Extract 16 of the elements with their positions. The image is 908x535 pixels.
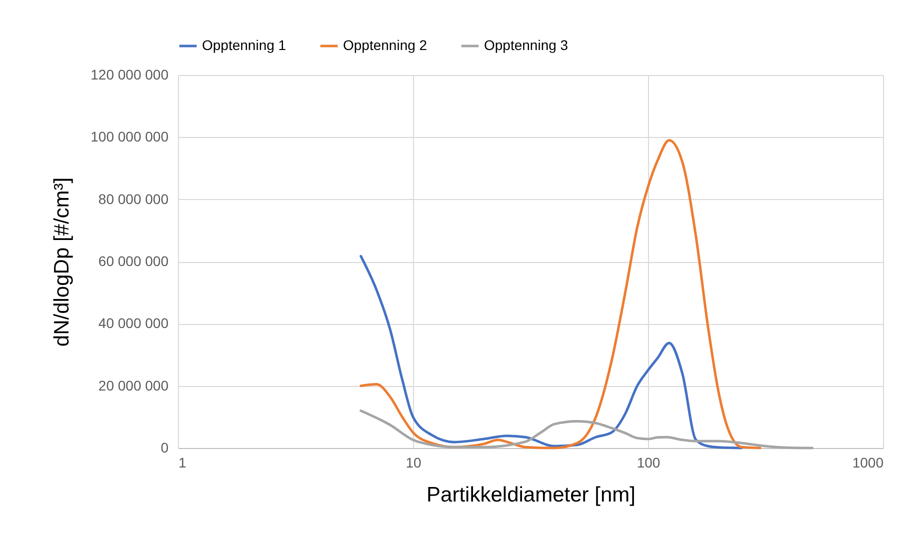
y-tick-label: 40 000 000 xyxy=(98,315,169,332)
x-tick-label: 10 xyxy=(406,454,422,470)
y-tick-label: 60 000 000 xyxy=(98,253,169,269)
y-axis-title: dN/dlogDp [#/cm³] xyxy=(50,177,74,347)
y-tick-label: 100 000 000 xyxy=(90,128,169,145)
y-tick-label: 80 000 000 xyxy=(98,190,169,207)
legend-label: Opptenning 2 xyxy=(343,37,428,53)
x-tick-label: 1000 xyxy=(852,454,884,470)
legend-label: Opptenning 1 xyxy=(202,37,286,53)
x-tick-label: 100 xyxy=(636,454,660,470)
y-tick-label: 120 000 000 xyxy=(90,66,169,82)
legend-label: Opptenning 3 xyxy=(484,37,568,53)
y-tick-label: 0 xyxy=(160,440,169,456)
y-tick-label: 20 000 000 xyxy=(98,377,169,394)
x-axis-title: Partikkeldiameter [nm] xyxy=(426,484,636,506)
x-tick-label: 1 xyxy=(178,454,186,470)
